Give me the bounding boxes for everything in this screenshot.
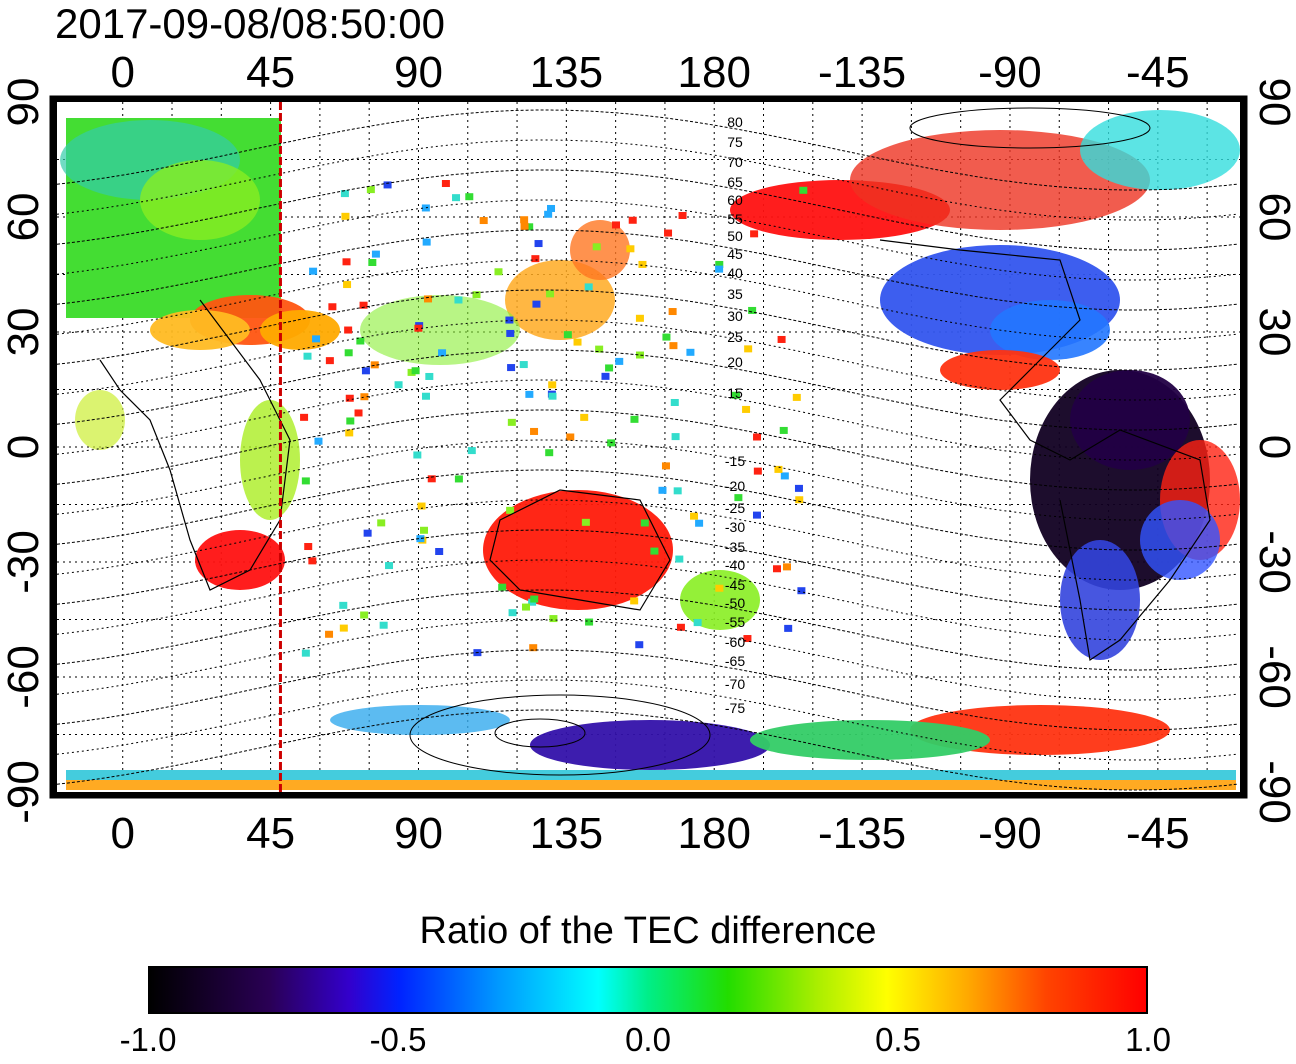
right-latitude-label: -60 [1250,645,1296,709]
magnetic-latitude-label: 40 [727,265,743,281]
top-longitude-label: 135 [530,48,603,97]
left-latitude-labels: 90 60 30 0 -30 -60 -90 [0,78,48,824]
magnetic-latitude-label: 45 [727,246,743,262]
right-latitude-labels: 90 60 30 0 -30 -60 -90 [1250,78,1296,824]
left-latitude-label: 30 [0,308,48,357]
magnetic-latitude-label: -25 [725,500,745,516]
magnetic-latitude-label: -20 [725,478,745,494]
magnetic-latitude-label: 55 [727,211,743,227]
bottom-longitude-label: 90 [394,809,443,858]
colorbar-tick-label: 0.0 [625,1021,671,1058]
top-longitude-label: 0 [110,48,134,97]
magnetic-latitude-label: -60 [725,634,745,650]
bottom-longitude-label: 45 [246,809,295,858]
colorbar-tick-label: 1.0 [1125,1021,1171,1058]
magnetic-latitude-label: -40 [725,557,745,573]
map-timestamp: 2017-09-08/08:50:00 [55,0,445,47]
left-latitude-label: -90 [0,760,48,824]
magnetic-latitude-label: 20 [727,354,743,370]
magnetic-latitude-label: 65 [727,174,743,190]
magnetic-latitude-label: 80 [727,114,743,130]
right-latitude-label: 0 [1250,435,1296,459]
colorbar-tick-label: 0.5 [875,1021,921,1058]
left-latitude-label: -60 [0,645,48,709]
top-longitude-label: 45 [246,48,295,97]
magnetic-latitude-label: 50 [727,228,743,244]
magnetic-latitude-label: 35 [727,286,743,302]
bottom-longitude-label: 180 [678,809,751,858]
colorbar-tick-label: -0.5 [369,1021,427,1058]
top-longitude-label: 180 [678,48,751,97]
magnetic-latitude-label: -75 [725,700,745,716]
colorbar-tick-label: -1.0 [119,1021,177,1058]
left-latitude-label: 0 [0,435,48,459]
left-latitude-label: 60 [0,193,48,242]
magnetic-latitude-contours [56,107,1238,791]
bottom-longitude-label: -45 [1126,809,1190,858]
tec-ratio-patches [60,110,1240,790]
tec-map: 0 45 90 135 180 -135 -90 -45 0 45 90 135 180 -135 -90… [0,48,1296,858]
magnetic-latitude-label: 60 [727,192,743,208]
top-longitude-label: -135 [818,48,906,97]
top-longitude-label: -90 [978,48,1042,97]
magnetic-latitude-label: -50 [725,595,745,611]
top-longitude-label: 90 [394,48,443,97]
magnetic-latitude-label: 30 [727,308,743,324]
colorbar-gradient [148,966,1148,1014]
magnetic-latitude-label: -65 [725,653,745,669]
left-latitude-label: -30 [0,530,48,594]
right-latitude-label: -30 [1250,530,1296,594]
top-longitude-labels: 0 45 90 135 180 -135 -90 -45 [110,48,1189,97]
magnetic-latitude-label: 15 [727,385,743,401]
magnetic-latitude-label: 75 [727,134,743,150]
bottom-longitude-label: -90 [978,809,1042,858]
bottom-longitude-label: 135 [530,809,603,858]
magnetic-latitude-label: 70 [727,154,743,170]
right-latitude-label: 30 [1250,308,1296,357]
magnetic-latitude-label: -30 [725,519,745,535]
magnetic-latitude-label: -55 [725,614,745,630]
magnetic-latitude-label: 25 [727,329,743,345]
top-longitude-label: -45 [1126,48,1190,97]
magnetic-latitude-label: -35 [725,539,745,555]
left-latitude-label: 90 [0,78,48,127]
bottom-longitude-labels: 0 45 90 135 180 -135 -90 -45 [110,809,1189,858]
right-latitude-label: 90 [1250,78,1296,127]
bottom-longitude-label: -135 [818,809,906,858]
magnetic-latitude-label: -45 [725,577,745,593]
magnetic-latitude-label: -15 [725,453,745,469]
bottom-longitude-label: 0 [110,809,134,858]
magnetic-latitude-label: -70 [725,676,745,692]
right-latitude-label: 60 [1250,193,1296,242]
colorbar-title: Ratio of the TEC difference [419,910,877,952]
right-latitude-label: -90 [1250,760,1296,824]
